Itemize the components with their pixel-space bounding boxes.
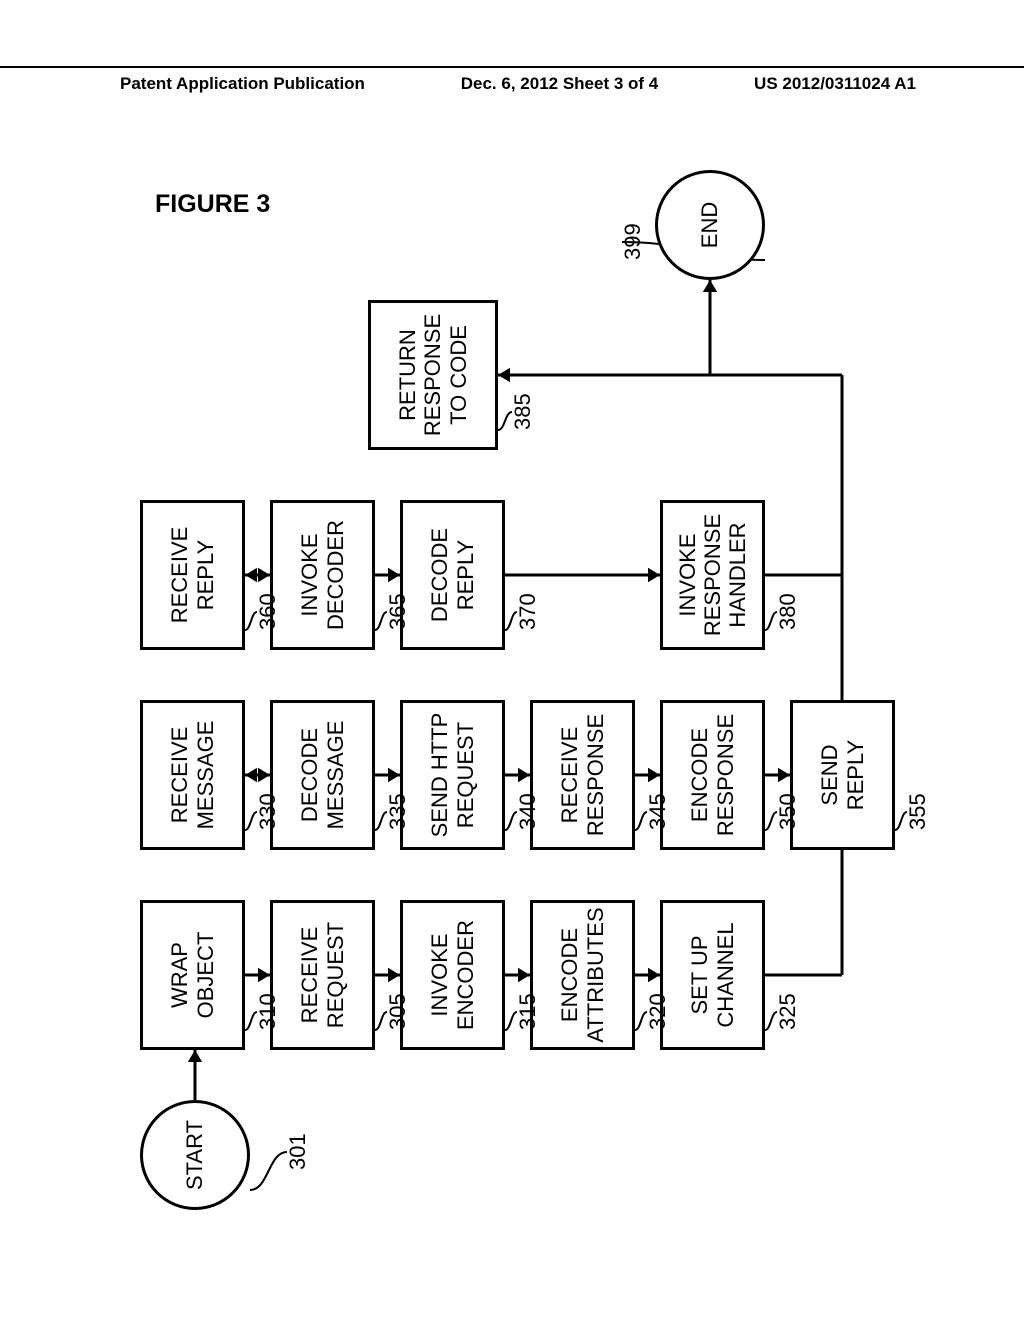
ref-label-rreply: 360	[255, 593, 281, 630]
flow-node-eatt: ENCODE ATTRIBUTES	[530, 900, 635, 1050]
flow-node-rmsg: RECEIVE MESSAGE	[140, 700, 245, 850]
flow-node-end: END	[655, 170, 765, 280]
header-center: Dec. 6, 2012 Sheet 3 of 4	[461, 74, 659, 94]
flow-node-ienc: INVOKE ENCODER	[400, 900, 505, 1050]
header-left: Patent Application Publication	[120, 74, 365, 94]
flow-node-sreply: SEND REPLY	[790, 700, 895, 850]
flow-node-irh: INVOKE RESPONSE HANDLER	[660, 500, 765, 650]
ref-label-rresp: 345	[645, 793, 671, 830]
ref-label-schan: 325	[775, 993, 801, 1030]
flowchart-arrows	[140, 170, 900, 1210]
flow-node-idec: INVOKE DECODER	[270, 500, 375, 650]
page: Patent Application Publication Dec. 6, 2…	[0, 0, 1024, 1320]
ref-label-ienc: 315	[515, 993, 541, 1030]
flow-node-dmsg: DECODE MESSAGE	[270, 700, 375, 850]
flow-node-rreq: RECEIVE REQUEST	[270, 900, 375, 1050]
ref-label-rmsg: 330	[255, 793, 281, 830]
ref-label-eresp: 350	[775, 793, 801, 830]
ref-label-sreply: 355	[905, 793, 931, 830]
flow-node-wrap: WRAP OBJECT	[140, 900, 245, 1050]
flow-node-start: START	[140, 1100, 250, 1210]
page-header: Patent Application Publication Dec. 6, 2…	[0, 66, 1024, 94]
ref-label-eatt: 320	[645, 993, 671, 1030]
ref-label-rreq: 305	[385, 993, 411, 1030]
ref-label-start: 301	[285, 1133, 311, 1170]
ref-label-irh: 380	[775, 593, 801, 630]
flow-node-eresp: ENCODE RESPONSE	[660, 700, 765, 850]
ref-label-idec: 365	[385, 593, 411, 630]
flow-node-rreply: RECEIVE REPLY	[140, 500, 245, 650]
ref-label-rrtc: 385	[510, 393, 536, 430]
ref-label-wrap: 310	[255, 993, 281, 1030]
ref-label-shttp: 340	[515, 793, 541, 830]
flow-node-rrtc: RETURN RESPONSE TO CODE	[368, 300, 498, 450]
flow-node-drep: DECODE REPLY	[400, 500, 505, 650]
ref-label-drep: 370	[515, 593, 541, 630]
flowchart-diagram: START WRAP OBJECTRECEIVE REQUESTINVOKE EN…	[140, 170, 900, 1210]
ref-label-dmsg: 335	[385, 793, 411, 830]
flow-node-rresp: RECEIVE RESPONSE	[530, 700, 635, 850]
header-right: US 2012/0311024 A1	[754, 74, 916, 94]
ref-label-end: 399	[620, 223, 646, 260]
flow-node-shttp: SEND HTTP REQUEST	[400, 700, 505, 850]
flow-node-schan: SET UP CHANNEL	[660, 900, 765, 1050]
